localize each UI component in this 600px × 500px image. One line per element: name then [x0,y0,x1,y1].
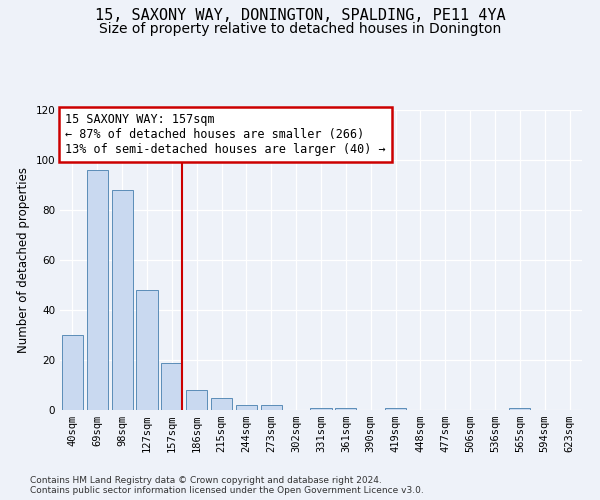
Bar [186,390,207,410]
Bar [211,398,232,410]
Y-axis label: Number of detached properties: Number of detached properties [17,167,30,353]
Bar [62,335,83,410]
Bar [310,408,332,410]
Bar [87,170,108,410]
Bar [509,408,530,410]
Bar [136,290,158,410]
Text: 15, SAXONY WAY, DONINGTON, SPALDING, PE11 4YA: 15, SAXONY WAY, DONINGTON, SPALDING, PE1… [95,8,505,22]
Bar [236,405,257,410]
Bar [161,362,182,410]
Bar [385,408,406,410]
Text: Contains HM Land Registry data © Crown copyright and database right 2024.: Contains HM Land Registry data © Crown c… [30,476,382,485]
Bar [112,190,133,410]
Text: 15 SAXONY WAY: 157sqm
← 87% of detached houses are smaller (266)
13% of semi-det: 15 SAXONY WAY: 157sqm ← 87% of detached … [65,113,386,156]
Bar [335,408,356,410]
Text: Size of property relative to detached houses in Donington: Size of property relative to detached ho… [99,22,501,36]
Bar [261,405,282,410]
Text: Contains public sector information licensed under the Open Government Licence v3: Contains public sector information licen… [30,486,424,495]
